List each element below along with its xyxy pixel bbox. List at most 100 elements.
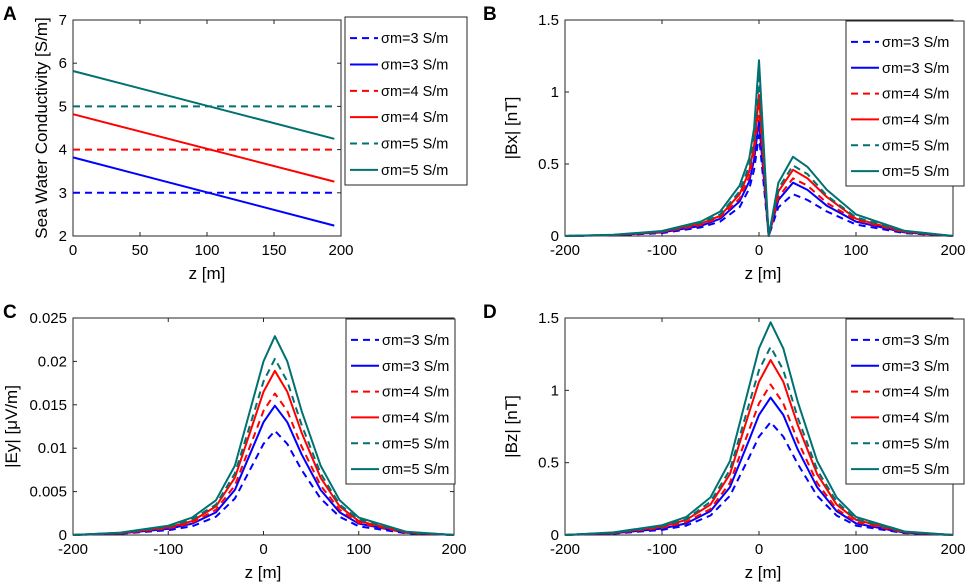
y-tick-label: 1.5 — [538, 310, 559, 327]
series-line-6 — [564, 321, 954, 536]
y-tick-label: 6 — [59, 55, 67, 72]
series-line-4 — [72, 369, 455, 536]
y-tick-label: 4 — [59, 142, 67, 159]
panel-tag: C — [3, 302, 17, 323]
x-tick-label: -100 — [647, 242, 677, 259]
series-line-6 — [72, 335, 455, 536]
legend-label: σm=3 S/m — [882, 333, 949, 349]
series-line-6 — [72, 70, 335, 140]
y-tick-label: 0.015 — [29, 397, 67, 414]
panel-tag: A — [3, 4, 17, 25]
series-line-2 — [72, 404, 455, 536]
legend-label: σm=5 S/m — [382, 436, 449, 452]
x-tick-label: 0 — [755, 242, 763, 259]
panel-tag: B — [483, 4, 497, 25]
x-axis-label: z [m] — [245, 563, 282, 582]
legend-label: σm=3 S/m — [381, 31, 448, 47]
y-tick-label: 0.02 — [38, 353, 67, 370]
x-tick-label: 200 — [940, 242, 965, 259]
y-tick-label: 0.5 — [538, 455, 559, 472]
legend-label: σm=4 S/m — [882, 410, 949, 426]
x-axis-label: z [m] — [745, 563, 782, 582]
y-axis-label: |Bz| [nT] — [502, 395, 521, 458]
series-line-1 — [72, 429, 455, 536]
series-line-6 — [564, 59, 954, 237]
legend-box — [344, 16, 468, 186]
series-line-2 — [72, 156, 335, 227]
y-tick-label: 0.5 — [538, 156, 559, 173]
y-axis-label: |Bx| [nT] — [502, 97, 521, 160]
x-tick-label: 200 — [940, 541, 965, 558]
panel-tag: D — [483, 302, 497, 323]
y-axis-label: Sea Water Conductivity [S/m] — [32, 17, 51, 238]
legend-label: σm=3 S/m — [882, 35, 949, 51]
y-tick-label: 0.025 — [29, 310, 67, 327]
x-tick-label: -100 — [153, 541, 183, 558]
x-tick-label: -200 — [58, 541, 88, 558]
legend-label: σm=5 S/m — [381, 137, 448, 153]
y-tick-label: 1.5 — [538, 12, 559, 29]
y-tick-label: 7 — [59, 12, 67, 29]
y-axis-label: |Ey| [μV/m] — [2, 385, 21, 468]
legend-label: σm=3 S/m — [882, 359, 949, 375]
x-tick-label: 0 — [69, 242, 77, 259]
legend-label: σm=5 S/m — [882, 164, 949, 180]
legend: σm=3 S/m σm=3 S/m σm=4 S/m σm=4 S/m σm=5 S/m… — [344, 16, 468, 186]
x-tick-label: 100 — [843, 242, 868, 259]
y-tick-label: 0.01 — [38, 440, 67, 457]
legend-box — [845, 318, 965, 485]
x-tick-label: 150 — [261, 242, 286, 259]
legend-label: σm=3 S/m — [381, 58, 448, 74]
y-tick-label: 1 — [551, 382, 559, 399]
axes-box — [72, 19, 342, 237]
legend-label: σm=5 S/m — [882, 462, 949, 478]
series-line-2 — [564, 396, 954, 536]
panel-C: -200 -100 0 100 200 0 0.005 0.01 0.015 0.02 0.025 z… — [2, 302, 467, 582]
legend-label: σm=4 S/m — [382, 385, 449, 401]
y-tick-label: 0 — [551, 527, 559, 544]
legend-label: σm=5 S/m — [882, 436, 949, 452]
x-tick-label: 0 — [755, 541, 763, 558]
legend-label: σm=3 S/m — [382, 359, 449, 375]
x-tick-label: 200 — [328, 242, 353, 259]
x-tick-label: 100 — [194, 242, 219, 259]
y-tick-label: 5 — [59, 98, 67, 115]
series-line-3 — [564, 383, 954, 536]
legend-label: σm=4 S/m — [882, 112, 949, 128]
x-tick-label: 200 — [441, 541, 466, 558]
legend: σm=3 S/m σm=3 S/m σm=4 S/m σm=4 S/m σm=5 S/m… — [845, 20, 965, 187]
y-tick-label: 0 — [551, 228, 559, 245]
y-tick-label: 3 — [59, 185, 67, 202]
legend-label: σm=4 S/m — [381, 110, 448, 126]
panel-A: 0 50 100 150 200 2 3 4 5 6 7 z [m] Sea Water Conduct… — [3, 4, 468, 283]
y-tick-label: 1 — [551, 84, 559, 101]
panel-D: -200 -100 0 100 200 0 0.5 1 1.5 z [m] |Bz| [nT] Dσm… — [483, 302, 966, 582]
x-tick-label: 100 — [843, 541, 868, 558]
y-tick-label: 0.005 — [29, 484, 67, 501]
legend-label: σm=4 S/m — [882, 87, 949, 103]
legend-label: σm=4 S/m — [382, 410, 449, 426]
legend-box — [345, 318, 456, 485]
legend-label: σm=5 S/m — [382, 462, 449, 478]
legend-label: σm=5 S/m — [381, 163, 448, 179]
legend-label: σm=3 S/m — [882, 61, 949, 77]
x-tick-label: -100 — [647, 541, 677, 558]
series-line-5 — [72, 357, 455, 536]
legend: σm=3 S/m σm=3 S/m σm=4 S/m σm=4 S/m σm=5 S/m… — [845, 318, 965, 485]
x-tick-label: 0 — [259, 541, 267, 558]
series-line-4 — [72, 113, 335, 183]
legend-box — [845, 20, 965, 187]
y-tick-label: 2 — [59, 228, 67, 245]
legend-label: σm=4 S/m — [381, 84, 448, 100]
series-line-1 — [564, 134, 954, 237]
x-axis-label: z [m] — [745, 264, 782, 283]
x-tick-label: 50 — [132, 242, 149, 259]
series-line-5 — [564, 345, 954, 536]
x-tick-label: -200 — [550, 242, 580, 259]
x-axis-label: z [m] — [189, 264, 226, 283]
legend-label: σm=5 S/m — [882, 138, 949, 154]
legend: σm=3 S/m σm=3 S/m σm=4 S/m σm=4 S/m σm=5 S/m… — [345, 318, 456, 485]
legend-label: σm=4 S/m — [882, 385, 949, 401]
series-line-1 — [564, 421, 954, 536]
